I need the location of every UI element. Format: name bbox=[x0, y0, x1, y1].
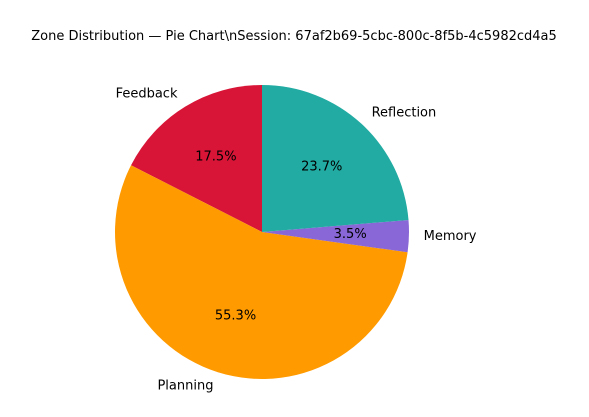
slice-percent-planning: 55.3% bbox=[215, 309, 256, 324]
slice-percent-reflection: 23.7% bbox=[301, 160, 342, 175]
labels-group: Feedback 17.5% Planning 55.3% Memory 3.5% Refl… bbox=[116, 87, 477, 394]
slice-percent-feedback: 17.5% bbox=[195, 149, 236, 164]
slices-group bbox=[115, 85, 409, 379]
slice-label-planning: Planning bbox=[157, 379, 213, 394]
pie-slice-planning bbox=[115, 165, 408, 379]
pie-slice-reflection bbox=[262, 85, 409, 232]
slice-label-reflection: Reflection bbox=[372, 106, 437, 121]
chart-title: Zone Distribution — Pie Chart\nSession: … bbox=[31, 29, 557, 44]
slice-label-memory: Memory bbox=[424, 229, 477, 244]
slice-label-feedback: Feedback bbox=[116, 87, 178, 102]
pie-slice-memory bbox=[262, 220, 409, 253]
slice-percent-memory: 3.5% bbox=[334, 227, 367, 242]
pie-slice-feedback bbox=[131, 85, 262, 232]
